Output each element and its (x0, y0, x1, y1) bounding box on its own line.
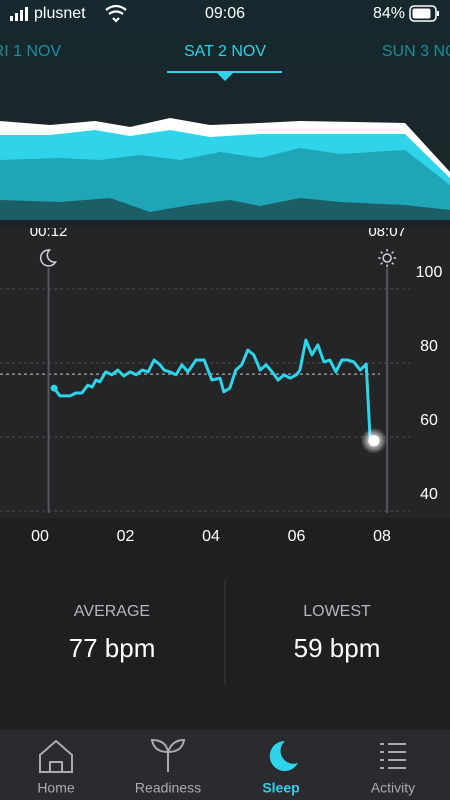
date-tab-active[interactable]: SAT 2 NOV (184, 43, 266, 60)
carrier: plusnet (34, 5, 86, 22)
x-tick-label: 02 (117, 528, 135, 545)
tab-pointer (217, 73, 233, 81)
x-tick-label: 00 (31, 528, 49, 545)
hypnogram (0, 118, 450, 220)
nav-sleep[interactable]: Sleep (262, 740, 300, 796)
time-marker-label: 08:07 (368, 223, 406, 240)
battery-level: 84% (373, 5, 405, 22)
nav-label[interactable]: Home (37, 780, 75, 796)
nav-label[interactable]: Readiness (135, 780, 201, 796)
plot: 40 60 80 100 00:12 08:07 (0, 223, 443, 513)
time-marker-label: 00:12 (30, 223, 68, 240)
nav-activity[interactable]: Activity (371, 743, 415, 796)
stat-value: 77 bpm (69, 633, 156, 663)
sun-ray (391, 251, 395, 254)
heart-rate-line (52, 338, 375, 442)
date-tab[interactable]: FRI 1 NOV (0, 43, 61, 60)
date-tab[interactable]: SUN 3 NOV (382, 43, 450, 60)
sun-ray (380, 262, 384, 265)
sun-core (382, 253, 392, 263)
sun-ray (380, 251, 384, 254)
moon-shape (39, 249, 58, 267)
signal-icon (10, 7, 28, 21)
moon-icon (39, 249, 58, 267)
tab-underline (167, 71, 282, 73)
start-point (50, 384, 58, 392)
stat-label: LOWEST (303, 603, 371, 620)
y-tick-label: 100 (416, 264, 443, 281)
y-tick-label: 40 (420, 486, 438, 503)
x-tick-label: 06 (288, 528, 306, 545)
battery-icon (409, 5, 439, 22)
end-point (368, 435, 380, 447)
stat-label: AVERAGE (74, 603, 150, 620)
clock: 09:06 (205, 5, 245, 22)
x-tick-label: 04 (202, 528, 220, 545)
nav-label[interactable]: Sleep (262, 780, 299, 796)
chart-panel (0, 228, 450, 518)
nav-bar (0, 730, 450, 800)
nav-label[interactable]: Activity (371, 780, 415, 796)
y-tick-label: 80 (420, 338, 438, 355)
sun-ray (391, 262, 395, 265)
y-tick-label: 60 (420, 412, 438, 429)
stat-value: 59 bpm (294, 633, 381, 663)
nav-home[interactable]: Home (37, 739, 75, 796)
x-tick-label: 08 (373, 528, 391, 545)
sun-icon (378, 249, 397, 267)
wifi-icon (105, 4, 127, 23)
nav-readiness[interactable]: Readiness (135, 738, 201, 796)
